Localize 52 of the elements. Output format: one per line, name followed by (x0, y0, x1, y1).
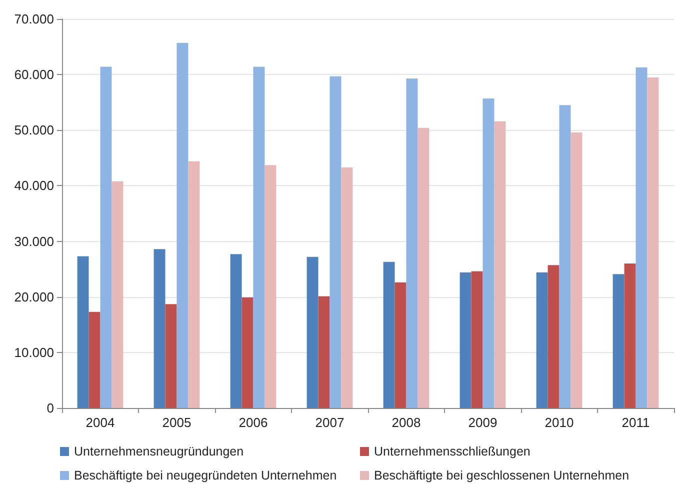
legend-label: Beschäftigte bei geschlossenen Unternehmen (374, 468, 630, 482)
bar (471, 271, 483, 408)
x-tick-label: 2006 (238, 415, 268, 430)
bar (624, 264, 636, 408)
x-tick-label: 2007 (315, 415, 344, 430)
bar (548, 265, 560, 408)
bar (242, 297, 254, 408)
bar (77, 256, 89, 408)
bar (330, 76, 342, 408)
bar (482, 98, 494, 408)
bar (394, 282, 406, 408)
bar (418, 128, 430, 408)
bar (88, 312, 100, 408)
bar (253, 66, 265, 408)
bar (112, 181, 124, 408)
bar (559, 105, 571, 408)
x-tick-label: 2005 (162, 415, 192, 430)
bar (318, 296, 330, 408)
x-tick-label: 2008 (392, 415, 421, 430)
bar (341, 167, 353, 408)
bar (154, 249, 166, 408)
bar (264, 165, 276, 408)
bar (165, 304, 177, 408)
bar (176, 42, 188, 408)
y-tick-label: 40.000 (14, 178, 54, 194)
y-tick-label: 70.000 (14, 12, 54, 26)
x-tick-label: 2010 (544, 415, 574, 430)
bar (536, 272, 548, 408)
bar (460, 272, 472, 408)
x-tick-label: 2011 (622, 415, 650, 430)
bar (306, 256, 318, 408)
x-tick-label: 2004 (86, 415, 115, 430)
legend-label: Beschäftigte bei neugegründeten Unternehmen (74, 468, 337, 482)
y-tick-label: 10.000 (14, 344, 54, 360)
bar (188, 161, 200, 408)
bar (494, 121, 506, 408)
x-tick-label: 2009 (468, 415, 498, 430)
y-tick-label: 30.000 (14, 234, 54, 249)
y-tick-label: 60.000 (14, 67, 54, 82)
bar (100, 66, 112, 408)
y-tick-label: 0 (46, 400, 54, 416)
y-tick-label: 50.000 (14, 122, 54, 138)
bar (636, 67, 648, 408)
legend-label: Unternehmensneugründungen (74, 444, 244, 458)
bar (383, 262, 395, 408)
bar (230, 254, 242, 408)
bar (570, 132, 582, 408)
legend-label: Unternehmensschließungen (374, 444, 530, 458)
bar (406, 78, 418, 408)
bar (647, 77, 659, 408)
y-tick-label: 20.000 (14, 289, 54, 304)
bar (612, 274, 624, 408)
